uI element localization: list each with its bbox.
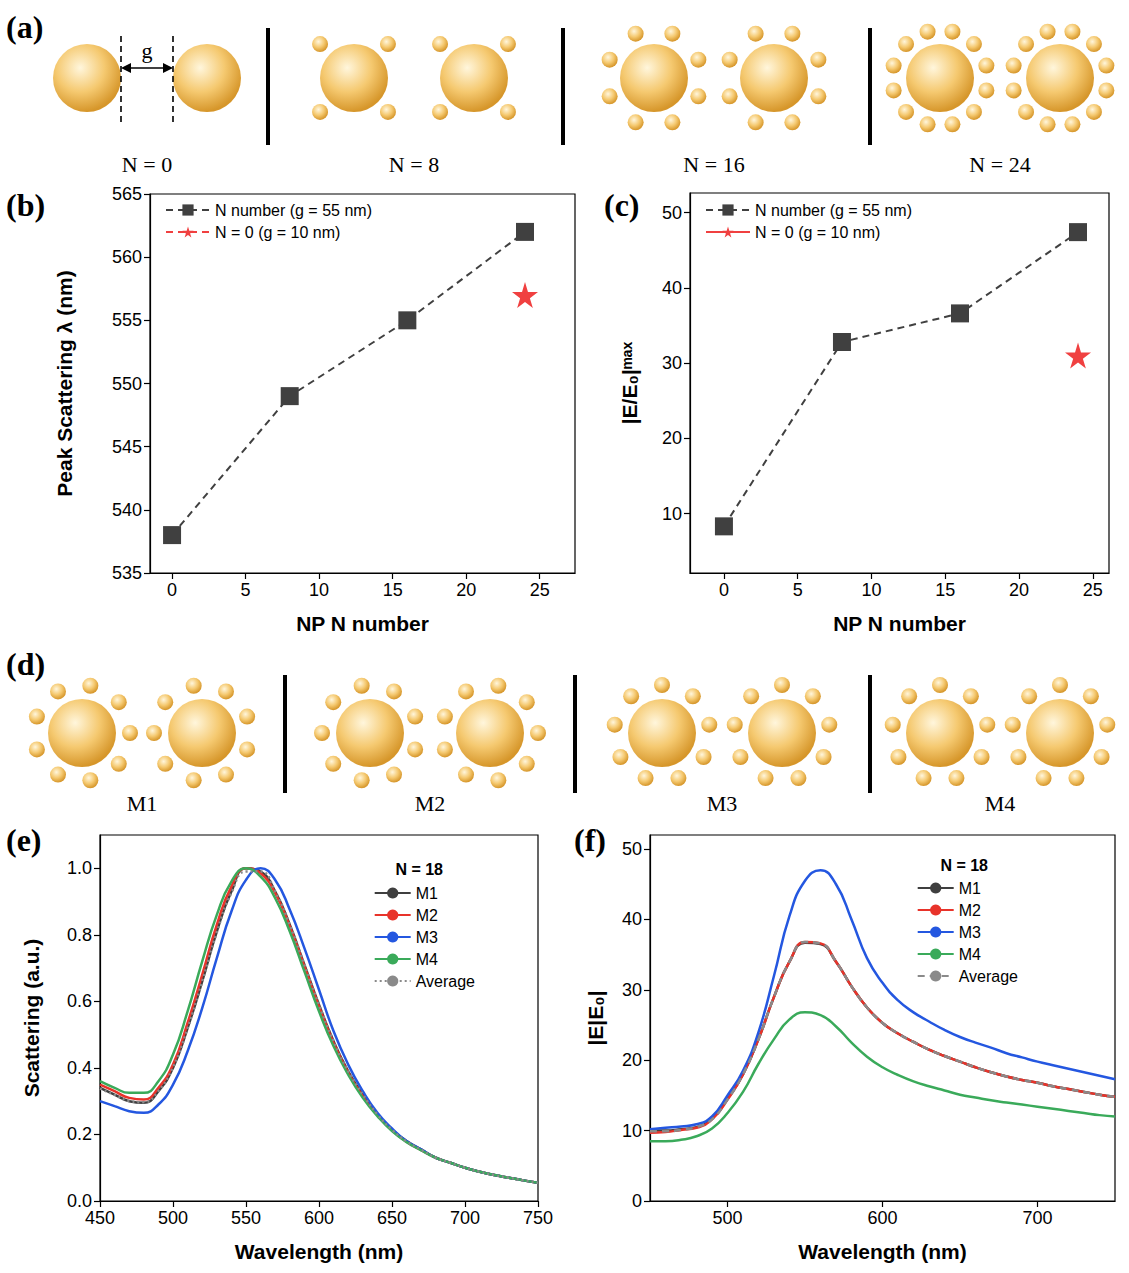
- svg-text:NP N number: NP N number: [296, 612, 429, 635]
- svg-text:25: 25: [530, 580, 550, 600]
- svg-text:(d): (d): [6, 646, 45, 682]
- svg-text:500: 500: [158, 1208, 188, 1228]
- svg-text:25: 25: [1083, 580, 1103, 600]
- svg-text:N number (g = 55 nm): N number (g = 55 nm): [215, 202, 372, 219]
- svg-text:40: 40: [622, 909, 642, 929]
- svg-text:20: 20: [1009, 580, 1029, 600]
- svg-text:10: 10: [309, 580, 329, 600]
- svg-text:M3: M3: [959, 924, 981, 941]
- svg-text:M2: M2: [959, 902, 981, 919]
- svg-text:500: 500: [712, 1208, 742, 1228]
- svg-text:N = 0: N = 0: [122, 152, 172, 177]
- svg-text:M3: M3: [416, 929, 438, 946]
- svg-text:15: 15: [383, 580, 403, 600]
- svg-text:N = 0 (g = 10 nm): N = 0 (g = 10 nm): [755, 224, 880, 241]
- svg-text:M4: M4: [985, 791, 1016, 816]
- svg-text:540: 540: [112, 500, 142, 520]
- svg-text:Wavelength (nm): Wavelength (nm): [235, 1240, 403, 1263]
- svg-text:M1: M1: [959, 880, 981, 897]
- svg-text:600: 600: [304, 1208, 334, 1228]
- svg-text:|E|E₀|: |E|E₀|: [584, 990, 607, 1045]
- svg-text:30: 30: [662, 353, 682, 373]
- svg-text:50: 50: [622, 839, 642, 859]
- svg-text:555: 555: [112, 310, 142, 330]
- svg-text:(a): (a): [6, 9, 43, 45]
- svg-text:M4: M4: [959, 946, 981, 963]
- svg-text:700: 700: [450, 1208, 480, 1228]
- svg-text:20: 20: [622, 1050, 642, 1070]
- svg-text:650: 650: [377, 1208, 407, 1228]
- svg-text:5: 5: [241, 580, 251, 600]
- svg-text:Average: Average: [416, 973, 475, 990]
- svg-text:15: 15: [935, 580, 955, 600]
- svg-text:10: 10: [861, 580, 881, 600]
- svg-text:10: 10: [662, 504, 682, 524]
- svg-text:20: 20: [662, 428, 682, 448]
- svg-text:5: 5: [793, 580, 803, 600]
- svg-text:700: 700: [1022, 1208, 1052, 1228]
- svg-text:N = 18: N = 18: [395, 861, 443, 878]
- svg-text:0: 0: [167, 580, 177, 600]
- svg-text:550: 550: [231, 1208, 261, 1228]
- svg-text:M2: M2: [415, 791, 446, 816]
- svg-text:Peak Scattering λ (nm): Peak Scattering λ (nm): [53, 270, 76, 496]
- svg-text:M1: M1: [416, 885, 438, 902]
- svg-text:(f): (f): [574, 822, 606, 858]
- svg-text:535: 535: [112, 563, 142, 583]
- svg-text:(b): (b): [6, 187, 45, 223]
- svg-text:450: 450: [85, 1208, 115, 1228]
- svg-text:g: g: [142, 38, 153, 63]
- svg-text:|E/E₀|ᵐᵃˣ: |E/E₀|ᵐᵃˣ: [618, 341, 641, 424]
- svg-text:0.2: 0.2: [67, 1124, 92, 1144]
- svg-text:N = 16: N = 16: [683, 152, 744, 177]
- svg-text:0.6: 0.6: [67, 991, 92, 1011]
- svg-text:750: 750: [523, 1208, 553, 1228]
- svg-text:M3: M3: [707, 791, 738, 816]
- svg-text:545: 545: [112, 437, 142, 457]
- svg-text:NP N number: NP N number: [833, 612, 966, 635]
- svg-text:560: 560: [112, 247, 142, 267]
- svg-text:0: 0: [719, 580, 729, 600]
- svg-text:0.4: 0.4: [67, 1058, 92, 1078]
- svg-text:M2: M2: [416, 907, 438, 924]
- svg-text:565: 565: [112, 185, 142, 204]
- svg-text:30: 30: [622, 980, 642, 1000]
- svg-text:0: 0: [632, 1191, 642, 1211]
- svg-text:0.0: 0.0: [67, 1191, 92, 1211]
- svg-text:550: 550: [112, 374, 142, 394]
- svg-text:Wavelength (nm): Wavelength (nm): [798, 1240, 966, 1263]
- svg-text:10: 10: [622, 1121, 642, 1141]
- svg-text:50: 50: [662, 203, 682, 223]
- svg-text:N number (g = 55 nm): N number (g = 55 nm): [755, 202, 912, 219]
- svg-text:M1: M1: [127, 791, 158, 816]
- svg-text:Average: Average: [959, 968, 1018, 985]
- svg-text:600: 600: [867, 1208, 897, 1228]
- svg-text:(c): (c): [604, 187, 640, 223]
- svg-text:N = 24: N = 24: [969, 152, 1030, 177]
- svg-text:40: 40: [662, 278, 682, 298]
- svg-text:N = 18: N = 18: [940, 857, 988, 874]
- svg-text:(e): (e): [6, 822, 42, 858]
- svg-text:0.8: 0.8: [67, 925, 92, 945]
- svg-text:Scattering (a.u.): Scattering (a.u.): [20, 939, 43, 1098]
- svg-text:20: 20: [456, 580, 476, 600]
- svg-text:N = 0 (g = 10 nm): N = 0 (g = 10 nm): [215, 224, 340, 241]
- svg-text:N = 8: N = 8: [389, 152, 439, 177]
- svg-text:M4: M4: [416, 951, 438, 968]
- svg-text:1.0: 1.0: [67, 858, 92, 878]
